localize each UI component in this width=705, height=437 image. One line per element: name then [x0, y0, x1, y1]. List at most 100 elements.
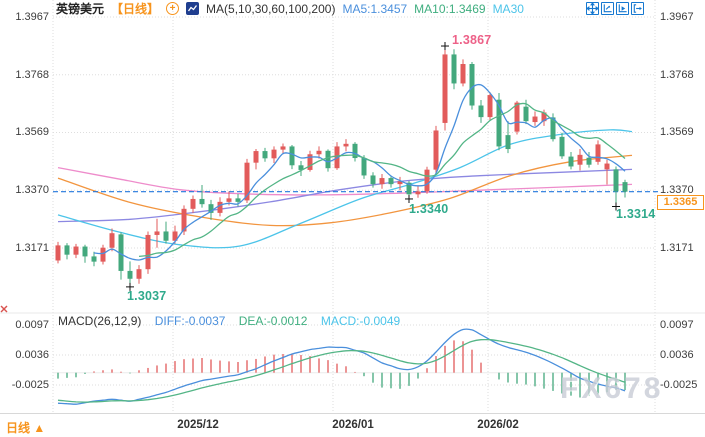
candle — [163, 231, 169, 241]
swing-high-label: 1.3867 — [452, 33, 492, 47]
date-axis-label: 2026/01 — [332, 419, 374, 431]
axis-tick-label: 1.3967 — [15, 11, 49, 23]
candle — [307, 154, 313, 170]
axis-tick-label: 1.3569 — [15, 126, 49, 139]
ma30-value: MA30 — [492, 1, 524, 16]
candle — [577, 154, 583, 165]
axis-scale-right-icon[interactable] — [616, 2, 629, 15]
candle — [379, 178, 385, 185]
ma-settings-label[interactable]: MA(5,10,30,60,100,200) — [206, 1, 336, 16]
candle — [64, 245, 70, 255]
candle — [397, 181, 403, 185]
axis-tick-label: 1.3370 — [15, 184, 49, 197]
candle — [523, 106, 529, 122]
candle — [226, 198, 232, 202]
candle — [433, 130, 439, 170]
period-selector[interactable]: 日线 ▲ — [6, 421, 46, 435]
candle — [415, 191, 421, 195]
axis-tick-label: 0.0097 — [15, 318, 49, 331]
candle — [235, 198, 241, 202]
axis-tick-label: 1.3768 — [15, 68, 49, 81]
candle — [505, 135, 511, 150]
candle — [586, 157, 592, 165]
candle — [127, 270, 133, 279]
candle — [604, 163, 610, 170]
macd-dea-line — [57, 338, 626, 403]
candle — [388, 178, 394, 185]
candle — [271, 149, 277, 159]
candle — [298, 165, 304, 170]
candle — [262, 151, 268, 159]
axis-tick-label: -0.0025 — [660, 378, 698, 391]
candle — [541, 112, 547, 122]
chart-toolbar — [586, 2, 644, 15]
candle — [55, 245, 61, 261]
axis-tick-label: 1.3768 — [660, 68, 694, 81]
axis-tick-label: -0.0025 — [11, 378, 49, 391]
axis-tick-label: 1.3171 — [660, 241, 694, 254]
pane-expand-icon[interactable] — [631, 2, 644, 15]
candle — [361, 158, 367, 176]
candle — [352, 143, 358, 159]
ma-line-ma10 — [138, 102, 626, 258]
date-axis-label: 2025/12 — [177, 419, 219, 431]
candle — [91, 256, 97, 262]
candle — [289, 146, 295, 166]
ma10-value: MA10:1.3469 — [414, 1, 486, 16]
kline-style-icon[interactable] — [186, 2, 200, 15]
candle — [190, 198, 196, 209]
macd-name[interactable]: MACD(26,12,9) — [58, 314, 142, 328]
candle — [496, 99, 502, 147]
candle — [343, 143, 349, 147]
macd-header: MACD(26,12,9) DIFF:-0.0037 DEA:-0.0012 M… — [58, 314, 400, 328]
ma-line-ma200 — [57, 166, 633, 196]
triangle-up-icon: ▲ — [33, 421, 46, 435]
candle — [280, 146, 286, 150]
pan-crosshair-icon[interactable] — [586, 2, 599, 15]
axis-tick-label: 1.3171 — [15, 241, 49, 254]
symbol-name: 英镑美元 — [56, 2, 105, 16]
candle — [244, 162, 250, 201]
axis-tick-label: 0.0097 — [660, 318, 694, 331]
candle — [217, 201, 223, 213]
period-tag[interactable]: 【日线】 — [111, 2, 160, 16]
candle — [181, 208, 187, 232]
candle — [595, 144, 601, 162]
macd-macd-value: MACD:-0.0049 — [320, 314, 401, 328]
axis-tick-label: 0.0036 — [660, 348, 694, 361]
ma5-value: MA5:1.3457 — [342, 1, 408, 16]
candle — [100, 247, 106, 262]
swing-low-left-label: 1.3037 — [127, 289, 167, 303]
candle — [199, 198, 205, 205]
axis-tick-label: 1.3370 — [660, 184, 694, 197]
time-axis-bar: 日线 ▲ 2025/12 2026/01 2026/02 — [0, 413, 705, 437]
candle — [73, 246, 79, 255]
add-indicator-icon[interactable]: + — [166, 2, 180, 15]
candle — [208, 204, 214, 213]
candle — [442, 54, 448, 123]
candle — [622, 182, 628, 192]
candle — [568, 156, 574, 167]
axis-tick-label: 0.0036 — [15, 348, 49, 361]
candle — [478, 105, 484, 118]
candle — [145, 234, 151, 270]
candle — [316, 150, 322, 155]
candle — [136, 269, 142, 279]
macd-diff-value: DIFF:-0.0037 — [154, 314, 226, 328]
candle — [109, 233, 115, 248]
macd-diff-line — [57, 328, 626, 405]
date-axis-label: 2026/02 — [477, 419, 519, 431]
ma-line-ma60 — [57, 154, 633, 227]
candle — [460, 64, 466, 84]
candle — [487, 95, 493, 118]
candle — [118, 234, 124, 271]
current-price-tag: 1.3365 — [657, 195, 704, 210]
ma-line-ma100 — [57, 168, 633, 223]
candle — [532, 116, 538, 123]
candle — [154, 231, 160, 235]
swing-low-mid-label: 1.3340 — [409, 202, 449, 216]
ma-line-ma30 — [57, 129, 633, 249]
axis-tick-label: 1.3569 — [660, 126, 694, 139]
axis-scale-left-icon[interactable] — [601, 2, 614, 15]
